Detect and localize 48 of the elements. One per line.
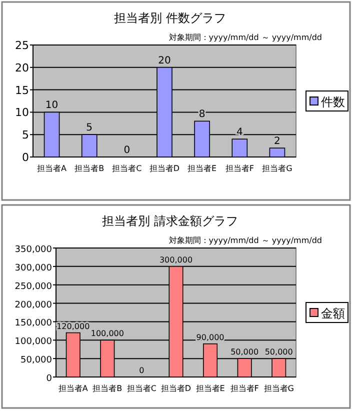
data-label: 50,000 <box>230 348 259 357</box>
y-tick-label: 20 <box>15 61 29 74</box>
legend-label: 件数 <box>321 95 345 109</box>
y-tick-label: 100,000 <box>14 337 52 348</box>
y-tick-label: 0 <box>46 374 52 384</box>
y-tick-label: 50,000 <box>20 356 52 366</box>
x-tick-label: 担当者B <box>92 384 122 393</box>
x-tick-label: 担当者A <box>37 164 68 173</box>
chart-subtitle: 対象期間：yyyy/mm/dd ～ yyyy/mm/dd <box>168 33 322 42</box>
x-tick-label: 担当者G <box>264 384 294 393</box>
x-tick-label: 担当者E <box>196 384 225 393</box>
y-tick-label: 150,000 <box>14 318 52 329</box>
x-tick-label: 担当者D <box>149 164 180 173</box>
y-tick-label: 0 <box>22 151 29 164</box>
data-label: 5 <box>86 122 93 134</box>
chart-title: 担当者別 請求金額グラフ <box>102 214 238 228</box>
x-tick-label: 担当者B <box>74 164 104 173</box>
chart-title: 担当者別 件数グラフ <box>114 11 226 25</box>
legend-label: 金額 <box>321 306 345 320</box>
x-tick-label: 担当者F <box>230 384 260 393</box>
data-label: 300,000 <box>159 255 193 264</box>
data-label: 90,000 <box>196 332 224 342</box>
data-label: 0 <box>139 366 144 375</box>
bar <box>232 138 248 158</box>
x-tick-label: 担当者E <box>188 164 217 173</box>
y-tick-label: 15 <box>15 84 29 97</box>
y-tick-label: 250,000 <box>14 282 52 292</box>
y-tick-label: 25 <box>15 39 29 52</box>
data-label: 50,000 <box>264 348 293 357</box>
bar <box>269 148 286 158</box>
data-label: 0 <box>124 145 130 156</box>
x-tick-label: 担当者D <box>160 384 192 393</box>
x-tick-label: 担当者G <box>262 164 292 173</box>
x-tick-label: 担当者A <box>58 384 88 393</box>
x-tick-label: 担当者F <box>225 164 254 173</box>
y-tick-label: 300,000 <box>14 263 52 274</box>
x-tick-label: 担当者C <box>126 384 157 393</box>
data-label: 20 <box>158 55 171 66</box>
data-label: 100,000 <box>90 329 124 338</box>
y-tick-label: 10 <box>15 106 29 120</box>
y-tick-label: 5 <box>22 128 29 142</box>
data-label: 2 <box>274 136 280 148</box>
chart-subtitle: 対象期間：yyyy/mm/dd ～ yyyy/mm/dd <box>168 236 322 245</box>
y-tick-label: 200,000 <box>14 300 52 310</box>
y-tick-label: 350,000 <box>14 245 52 255</box>
x-tick-label: 担当者C <box>112 164 142 173</box>
data-label: 8 <box>198 109 206 120</box>
data-label: 120,000 <box>56 322 90 331</box>
